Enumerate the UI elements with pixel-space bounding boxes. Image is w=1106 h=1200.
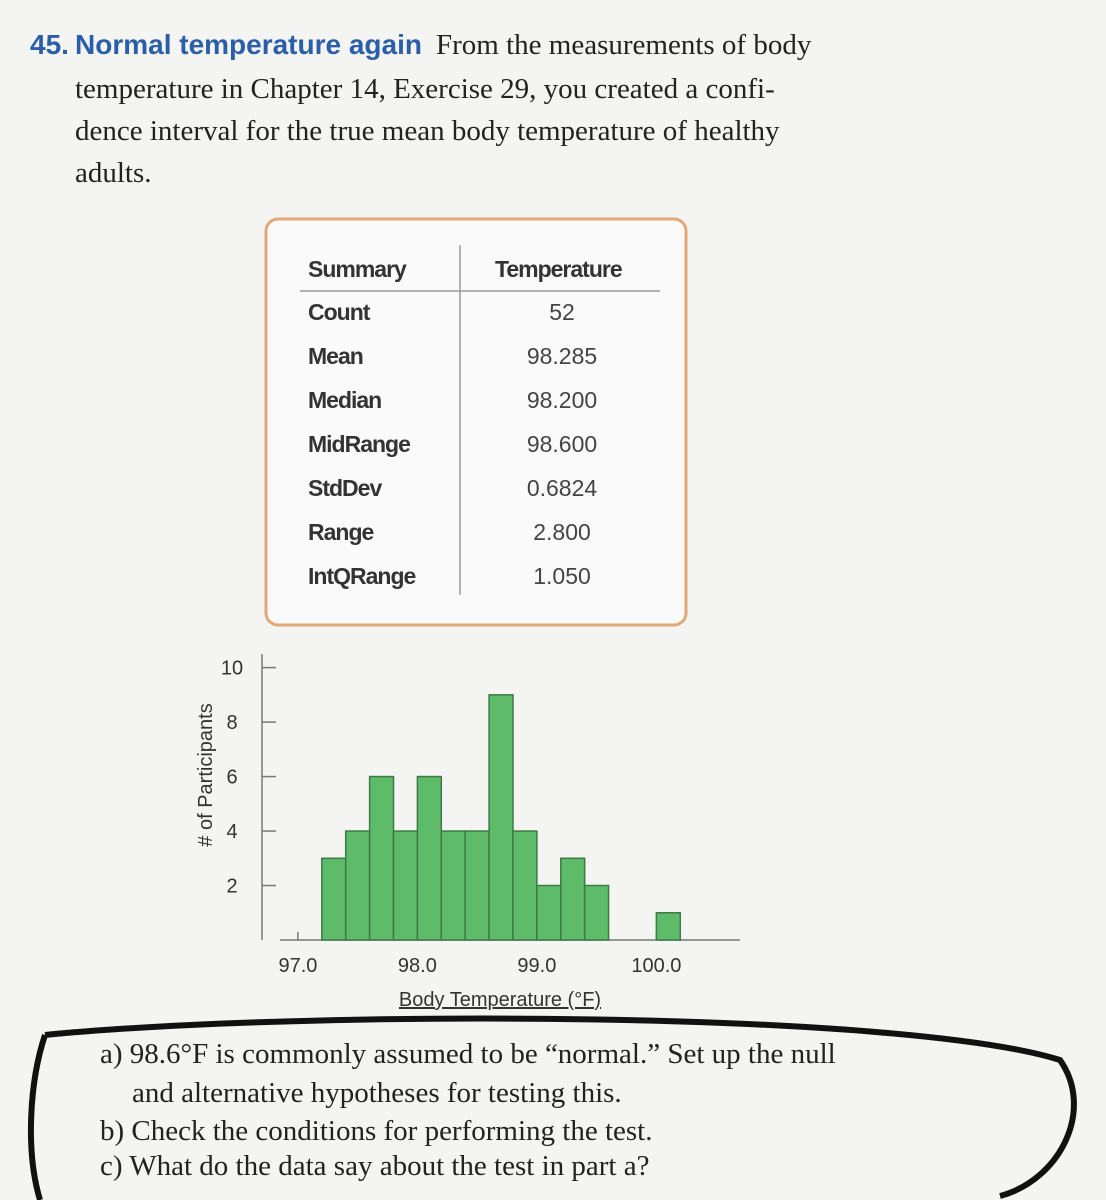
problem-number: 45.	[30, 29, 69, 60]
bar	[321, 857, 347, 941]
bar	[583, 884, 610, 941]
table-value: 52	[549, 299, 575, 325]
bar	[440, 830, 466, 941]
x-tick-label: 98.0	[398, 955, 437, 977]
bar	[560, 857, 586, 941]
y-axis-label: # of Participants	[195, 703, 217, 846]
table-header: Summary	[308, 256, 407, 282]
table-header: Temperature	[495, 256, 622, 282]
bar	[344, 830, 371, 941]
question: c) What do the data say about the test i…	[100, 1150, 649, 1182]
table-value: 1.050	[533, 563, 591, 589]
bar	[392, 830, 419, 941]
y-tick-label: 6	[226, 767, 237, 789]
hand-drawn-circle	[27, 1015, 1077, 1200]
table-label: Count	[308, 299, 371, 325]
bar	[536, 884, 562, 941]
problem-text: adults.	[75, 157, 152, 189]
question: a) 98.6°F is commonly assumed to be “nor…	[100, 1038, 836, 1070]
table-value: 98.200	[527, 387, 597, 413]
bar	[416, 775, 443, 941]
table-value: 0.6824	[527, 475, 598, 501]
x-tick-label: 97.0	[278, 955, 317, 977]
table-label: Range	[308, 519, 374, 545]
x-tick-label: 99.0	[517, 955, 556, 977]
question: b) Check the conditions for performing t…	[100, 1115, 652, 1147]
table-box	[264, 217, 688, 627]
table-label: StdDev	[308, 475, 382, 501]
y-tick-label: 2	[226, 876, 237, 898]
bar	[488, 694, 514, 941]
table-label: IntQRange	[308, 563, 415, 589]
table-label: Median	[308, 387, 381, 413]
bar	[368, 775, 395, 941]
table-label: MidRange	[308, 431, 410, 457]
problem-text: dence interval for the true mean body te…	[75, 115, 780, 147]
x-axis-label: Body Temperature (°F)	[399, 989, 601, 1011]
question: and alternative hypotheses for testing t…	[132, 1077, 622, 1109]
table-label: Mean	[308, 343, 363, 369]
problem-title: Normal temperature again	[75, 29, 422, 60]
y-tick-label: 4	[226, 821, 237, 843]
bar	[512, 830, 538, 941]
problem-text: temperature in Chapter 14, Exercise 29, …	[75, 73, 775, 105]
problem-text: From the measurements of body	[436, 29, 812, 61]
x-tick-label: 100.0	[631, 955, 681, 977]
y-tick-label: 10	[221, 658, 243, 680]
table-value: 98.600	[527, 431, 597, 457]
y-tick-label: 8	[226, 712, 237, 734]
bar	[655, 912, 682, 941]
bar	[464, 830, 490, 941]
table-value: 2.800	[533, 519, 591, 545]
table-value: 98.285	[527, 343, 597, 369]
